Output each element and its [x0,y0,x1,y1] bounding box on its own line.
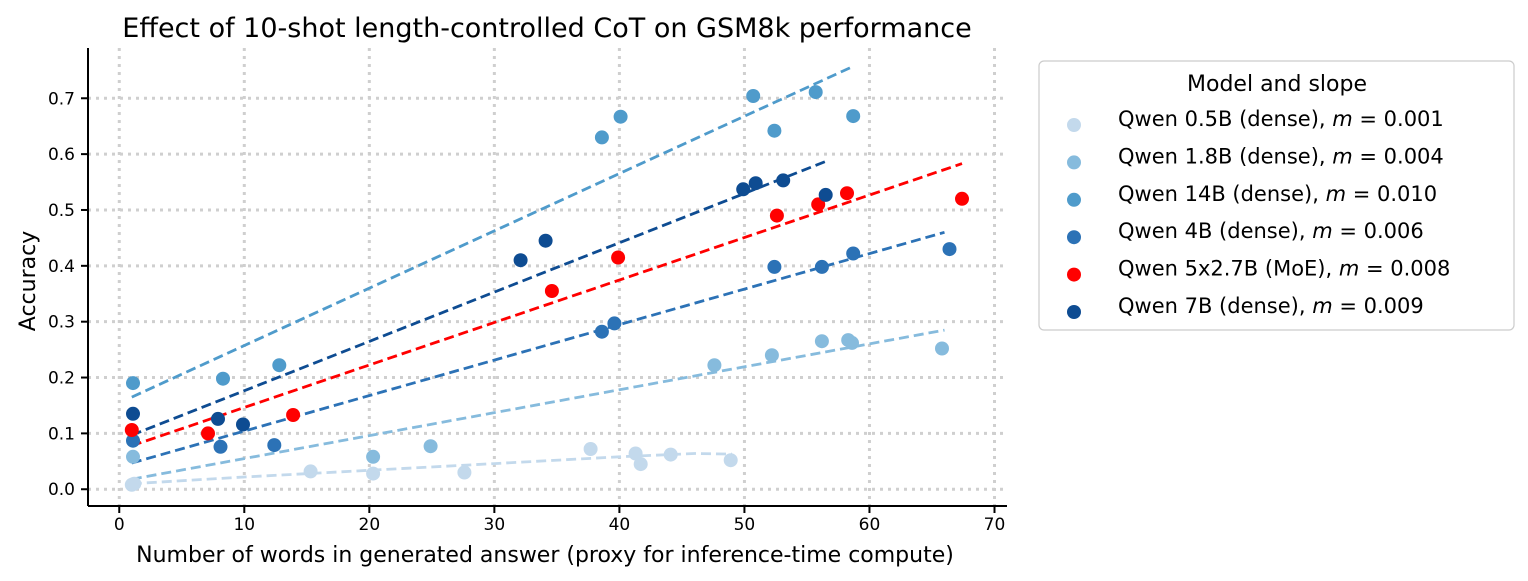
data-point-series-6 [538,233,553,248]
data-point-series-5 [124,423,139,437]
data-point-series-4 [814,259,829,274]
legend-entry-label: Qwen 0.5B (dense), m = 0.001 [1118,107,1444,131]
data-point-series-1 [127,476,142,491]
y-tick-label: 0.4 [48,257,75,277]
data-point-series-2 [814,334,829,349]
data-point-series-2 [764,348,779,363]
tick-labels: 0 10 20 30 40 50 60 70 0.0 0.1 0.2 0.3 0.4 0.5 0.6 0.7 [48,89,1005,535]
fit-lines [131,66,963,486]
data-point-series-4 [213,439,228,454]
data-point-series-3 [594,130,609,145]
data-point-series-6 [818,187,833,202]
legend-marker [1067,305,1081,319]
data-point-series-2 [423,439,438,454]
legend-entry-label: Qwen 5x2.7B (MoE), m = 0.008 [1118,257,1450,281]
data-points [124,85,969,492]
data-point-series-2 [126,449,140,464]
legend-marker [1067,230,1081,245]
legend-entry-label: Qwen 4B (dense), m = 0.006 [1118,219,1424,243]
data-point-series-4 [846,246,861,261]
legend-marker [1067,267,1081,282]
legend-marker [1067,192,1081,207]
x-tick-label: 20 [359,515,381,535]
data-point-series-1 [583,442,598,456]
y-axis-label: Accuracy [16,231,41,331]
data-point-series-1 [723,453,738,468]
legend-marker [1067,155,1081,170]
data-point-series-3 [126,376,140,391]
data-point-series-1 [366,466,381,481]
data-point-series-2 [707,358,722,373]
legend-entry-label: Qwen 1.8B (dense), m = 0.004 [1118,144,1444,168]
data-point-series-4 [594,324,609,339]
data-point-series-5 [769,208,784,223]
data-point-series-3 [746,89,761,103]
data-point-series-2 [366,449,381,464]
data-point-series-4 [126,433,140,448]
data-point-series-1 [303,464,318,479]
data-point-series-6 [211,411,225,426]
data-point-series-5 [840,186,854,201]
data-point-series-1 [663,447,678,462]
data-point-series-1 [457,465,472,480]
x-axis-label: Number of words in generated answer (pro… [136,543,954,568]
legend-title: Model and slope [1187,72,1367,97]
data-point-series-1 [633,457,648,472]
data-point-series-4 [267,438,282,453]
x-tick-label: 0 [114,515,125,535]
legend-entry-label: Qwen 7B (dense), m = 0.009 [1118,294,1424,318]
data-point-series-5 [811,197,826,212]
data-point-series-3 [846,109,861,124]
data-point-series-5 [544,284,559,298]
data-point-series-4 [942,242,957,257]
x-tick-label: 30 [484,515,506,535]
x-tick-label: 60 [859,515,881,535]
fit-line-series-2 [131,328,945,481]
data-point-series-6 [748,176,763,191]
x-tick-label: 40 [609,515,631,535]
data-point-series-3 [767,123,782,138]
data-point-series-5 [955,191,969,206]
axes [81,48,1007,513]
data-point-series-6 [236,417,250,432]
y-tick-label: 0.0 [48,480,75,500]
legend-entry-label: Qwen 14B (dense), m = 0.010 [1118,182,1437,206]
fit-line-series-6 [131,160,827,437]
fit-line-series-1 [131,452,732,486]
data-point-series-4 [767,259,782,274]
fit-line-series-5 [131,162,963,448]
data-point-series-5 [286,408,301,422]
data-point-series-1 [628,446,643,461]
data-point-series-3 [613,109,628,124]
legend: Model and slope Qwen 0.5B (dense), m = 0… [1038,60,1515,331]
legend-box [1038,60,1515,331]
data-point-series-6 [776,173,791,188]
y-tick-label: 0.7 [48,89,75,109]
y-tick-label: 0.1 [48,424,75,444]
fit-line-series-3 [131,66,852,399]
chart-title: Effect of 10-shot length-controlled CoT … [122,13,971,44]
y-tick-label: 0.6 [48,145,75,165]
data-point-series-2 [935,341,949,356]
data-point-series-3 [808,85,823,100]
y-tick-label: 0.2 [48,369,75,389]
data-point-series-6 [126,406,140,421]
y-tick-label: 0.3 [48,313,75,333]
data-point-series-6 [513,253,528,268]
x-tick-label: 50 [734,515,756,535]
fit-line-series-4 [131,230,945,465]
x-tick-label: 70 [984,515,1006,535]
data-point-series-3 [272,358,287,373]
data-point-series-2 [845,335,859,350]
data-point-series-5 [201,426,215,441]
x-tick-label: 10 [233,515,255,535]
data-point-series-4 [607,316,622,331]
data-point-series-5 [611,250,626,265]
data-point-series-3 [216,371,230,386]
data-point-series-6 [736,182,751,197]
y-tick-label: 0.5 [48,201,75,221]
legend-marker [1067,118,1081,132]
